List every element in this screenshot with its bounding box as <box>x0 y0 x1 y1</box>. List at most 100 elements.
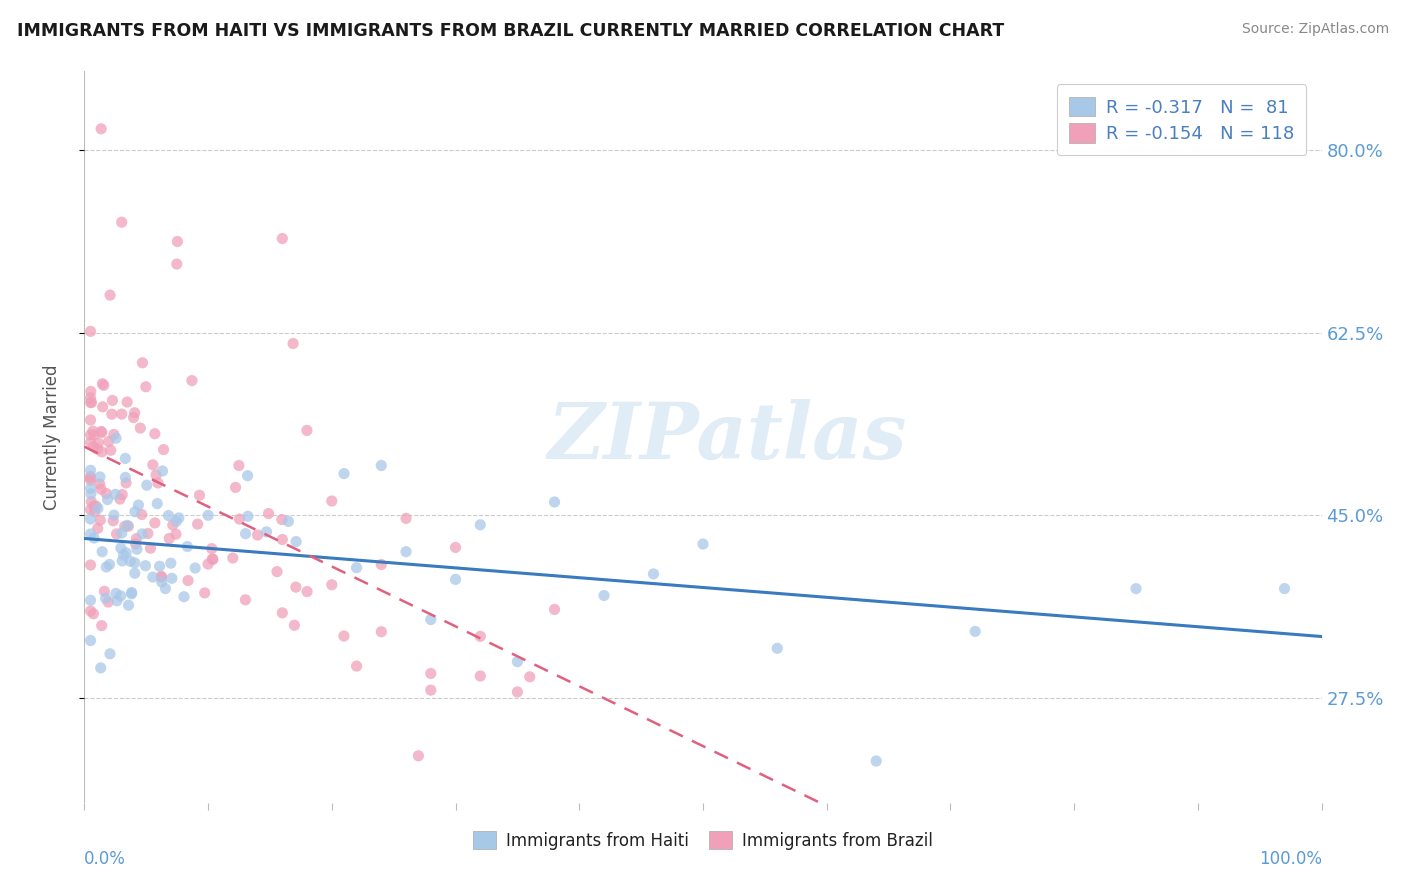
Point <box>257 507 280 521</box>
Point <box>284 580 307 594</box>
Point <box>162 518 184 533</box>
Point <box>79 593 101 607</box>
Point <box>152 442 174 457</box>
Point <box>543 495 565 509</box>
Point <box>246 528 269 542</box>
Point <box>87 436 110 450</box>
Point <box>94 591 117 606</box>
Point <box>91 400 114 414</box>
Point <box>155 582 177 596</box>
Point <box>117 518 139 533</box>
Point <box>124 566 146 581</box>
Point <box>105 431 128 445</box>
Point <box>83 531 105 545</box>
Point <box>157 532 180 546</box>
Point <box>283 618 305 632</box>
Point <box>79 558 101 572</box>
Point <box>103 514 125 528</box>
Point <box>166 235 188 249</box>
Point <box>346 560 368 574</box>
Point <box>86 442 108 456</box>
Point <box>271 533 294 547</box>
Point <box>111 554 134 568</box>
Point <box>150 569 173 583</box>
Point <box>408 748 430 763</box>
Point <box>149 559 172 574</box>
Point <box>79 527 101 541</box>
Point <box>321 494 343 508</box>
Point <box>79 633 101 648</box>
Point <box>87 521 110 535</box>
Point <box>79 512 101 526</box>
Point <box>112 548 135 562</box>
Point <box>89 476 111 491</box>
Point <box>1274 582 1296 596</box>
Point <box>125 537 148 551</box>
Point <box>98 288 121 302</box>
Point <box>333 467 356 481</box>
Point <box>173 590 195 604</box>
Point <box>96 486 118 500</box>
Point <box>97 434 120 449</box>
Point <box>90 482 112 496</box>
Point <box>79 604 101 618</box>
Point <box>125 532 148 546</box>
Point <box>124 406 146 420</box>
Point <box>79 502 101 516</box>
Point <box>236 468 259 483</box>
Point <box>83 428 105 442</box>
Point <box>266 565 288 579</box>
Point <box>91 376 114 391</box>
Point <box>543 602 565 616</box>
Point <box>1125 582 1147 596</box>
Point <box>103 427 125 442</box>
Point <box>506 685 529 699</box>
Point <box>79 395 101 409</box>
Point <box>115 546 138 560</box>
Point <box>134 558 156 573</box>
Point <box>692 537 714 551</box>
Point <box>79 463 101 477</box>
Point <box>167 511 190 525</box>
Point <box>295 424 318 438</box>
Text: ZIPatlas: ZIPatlas <box>548 399 907 475</box>
Y-axis label: Currently Married: Currently Married <box>42 364 60 510</box>
Point <box>129 421 152 435</box>
Point <box>865 754 887 768</box>
Point <box>115 475 138 490</box>
Point <box>110 541 132 555</box>
Point <box>766 641 789 656</box>
Point <box>152 464 174 478</box>
Point <box>177 574 200 588</box>
Point <box>79 482 101 496</box>
Point <box>96 560 118 574</box>
Point <box>114 519 136 533</box>
Point <box>111 526 134 541</box>
Point <box>643 566 665 581</box>
Point <box>90 425 112 439</box>
Point <box>101 393 124 408</box>
Point <box>150 570 173 584</box>
Point <box>135 478 157 492</box>
Point <box>139 541 162 556</box>
Point <box>235 526 257 541</box>
Point <box>80 494 103 508</box>
Point <box>91 545 114 559</box>
Point <box>121 585 143 599</box>
Point <box>122 410 145 425</box>
Point <box>506 655 529 669</box>
Point <box>98 558 121 572</box>
Point <box>105 593 128 607</box>
Point <box>117 598 139 612</box>
Point <box>124 505 146 519</box>
Point <box>142 570 165 584</box>
Point <box>271 606 294 620</box>
Point <box>346 659 368 673</box>
Point <box>100 443 122 458</box>
Point <box>181 374 204 388</box>
Point <box>87 501 110 516</box>
Point <box>159 556 181 570</box>
Point <box>593 589 616 603</box>
Point <box>83 440 105 454</box>
Point <box>176 540 198 554</box>
